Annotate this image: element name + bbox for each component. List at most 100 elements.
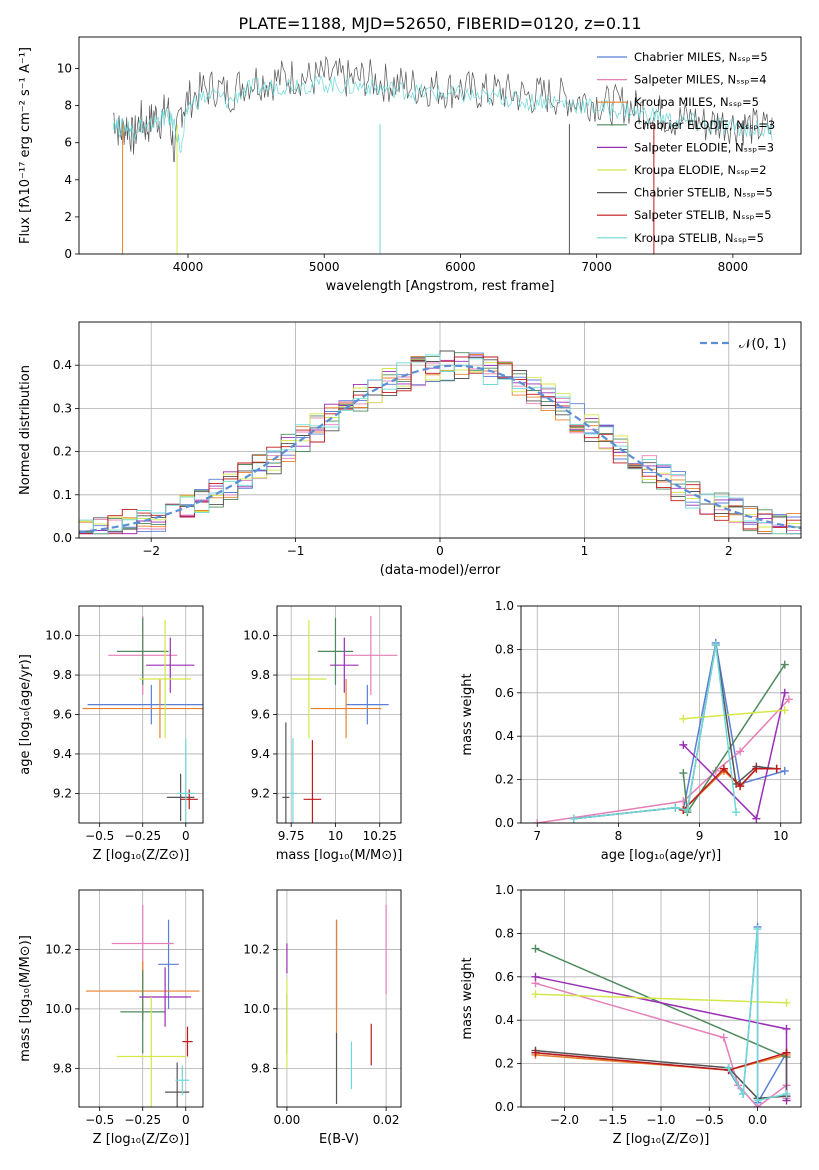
y-tick-label: 0.6 [495, 686, 514, 700]
x-axis-label: wavelength [Angstrom, rest frame] [326, 279, 555, 294]
legend-label: Kroupa STELIB, Nₛₛₚ=5 [634, 231, 764, 245]
weight-marker [753, 1096, 762, 1105]
axes-frame [520, 889, 802, 1108]
x-tick-label: 6000 [445, 260, 476, 274]
weight-marker [784, 695, 793, 704]
plot-area-spectrum [112, 55, 773, 254]
weight-marker [671, 803, 680, 812]
weight-marker [780, 766, 789, 775]
x-tick-label: −1 [287, 544, 305, 558]
legend-label: Kroupa ELODIE, Nₛₛₚ=2 [634, 163, 767, 177]
weight-marker [752, 814, 761, 823]
y-tick-label: 9.2 [53, 786, 72, 800]
x-tick-label: 7 [533, 829, 541, 843]
y-tick-label: 10.2 [243, 942, 270, 956]
x-tick-label: 8000 [718, 260, 749, 274]
x-tick-label: 8 [615, 829, 623, 843]
weight-line [573, 642, 786, 820]
x-axis-label: (data-model)/error [380, 563, 501, 578]
plot-area-mass_weight_vs_age [533, 638, 793, 823]
y-tick-label: 0.0 [495, 816, 514, 830]
y-tick-label: 0.4 [495, 729, 514, 743]
y-tick-label: 9.8 [53, 1061, 72, 1075]
y-tick-label: 0.2 [53, 445, 72, 459]
weight-line [727, 929, 787, 1102]
y-tick-label: 10 [57, 62, 72, 76]
y-tick-label: 9.8 [53, 668, 72, 682]
y-tick-label: 0.1 [53, 488, 72, 502]
plot-area-age_vs_mass [282, 615, 398, 823]
axes-frame [78, 889, 204, 1108]
x-tick-label: 9.75 [278, 829, 305, 843]
y-axis-label: mass weight [460, 957, 475, 1039]
y-tick-label: 1.0 [495, 883, 514, 897]
weight-marker [753, 925, 762, 934]
weight-marker [780, 660, 789, 669]
y-tick-label: 0.2 [495, 773, 514, 787]
x-tick-label: −1.0 [646, 1113, 675, 1127]
x-tick-label: 2 [725, 544, 733, 558]
x-axis-label: Z [log₁₀(Z/Z⊙)] [613, 1132, 710, 1147]
x-tick-label: −0.5 [695, 1113, 724, 1127]
x-tick-label: −0.5 [85, 1113, 114, 1127]
weight-marker [531, 944, 540, 953]
legend-label: Chabrier STELIB, Nₛₛₚ=5 [634, 186, 773, 200]
weight-marker [683, 805, 692, 814]
y-tick-label: 0.4 [495, 1013, 514, 1027]
histogram-step [79, 358, 801, 535]
y-tick-label: 10.0 [45, 629, 72, 643]
x-tick-label: −0.25 [124, 1113, 161, 1127]
spectrum-line [112, 75, 773, 154]
normal-curve [79, 364, 801, 534]
weight-marker [782, 998, 791, 1007]
axes-frame [78, 605, 204, 824]
y-tick-label: 0 [64, 247, 72, 261]
x-tick-label: 0 [436, 544, 444, 558]
weight-marker [752, 764, 761, 773]
weight-line [573, 644, 777, 820]
y-tick-label: 0.3 [53, 401, 72, 415]
x-tick-label: 10 [773, 829, 788, 843]
x-axis-label: E(B-V) [319, 1132, 359, 1147]
y-tick-label: 4 [64, 173, 72, 187]
weight-line [573, 644, 737, 820]
y-tick-label: 8 [64, 99, 72, 113]
weight-marker [531, 990, 540, 999]
y-tick-label: 2 [64, 210, 72, 224]
x-tick-label: 10 [328, 829, 343, 843]
x-axis-label: mass [log₁₀(M/M⊙)] [276, 848, 403, 863]
y-tick-label: 10.0 [243, 629, 270, 643]
x-tick-label: 0 [182, 829, 190, 843]
y-tick-label: 0.4 [53, 358, 72, 372]
x-axis-label: age [log₁₀(age/yr)] [601, 848, 722, 863]
y-tick-label: 9.6 [53, 708, 72, 722]
figure-title: PLATE=1188, MJD=52650, FIBERID=0120, z=0… [238, 14, 641, 33]
y-tick-label: 6 [64, 136, 72, 150]
plot-area-residuals [79, 350, 801, 535]
weight-marker [782, 1024, 791, 1033]
x-tick-label: 0.0 [748, 1113, 767, 1127]
y-axis-label: age [log₁₀(age/yr)] [18, 654, 33, 775]
weight-marker [531, 1048, 540, 1057]
weight-marker [736, 747, 745, 756]
weight-marker [780, 688, 789, 697]
y-axis-label: mass weight [460, 673, 475, 755]
weight-marker [782, 1089, 791, 1098]
axes-frame [276, 889, 402, 1108]
y-tick-label: 0.2 [495, 1057, 514, 1071]
y-tick-label: 1.0 [495, 599, 514, 613]
x-tick-label: −1.5 [598, 1113, 627, 1127]
x-tick-label: 1 [581, 544, 589, 558]
weight-marker [736, 782, 745, 791]
weight-marker [679, 769, 688, 778]
weight-marker [732, 808, 741, 817]
y-tick-label: 10.2 [45, 942, 72, 956]
x-tick-label: −2.0 [550, 1113, 579, 1127]
y-tick-label: 9.8 [251, 1061, 270, 1075]
x-tick-label: −2 [142, 544, 160, 558]
weight-marker [719, 1033, 728, 1042]
axes-frame [520, 605, 802, 824]
weight-marker [739, 1089, 748, 1098]
y-axis-label: Flux [fλ10⁻¹⁷ erg cm⁻² s⁻¹ A⁻¹] [18, 47, 33, 244]
